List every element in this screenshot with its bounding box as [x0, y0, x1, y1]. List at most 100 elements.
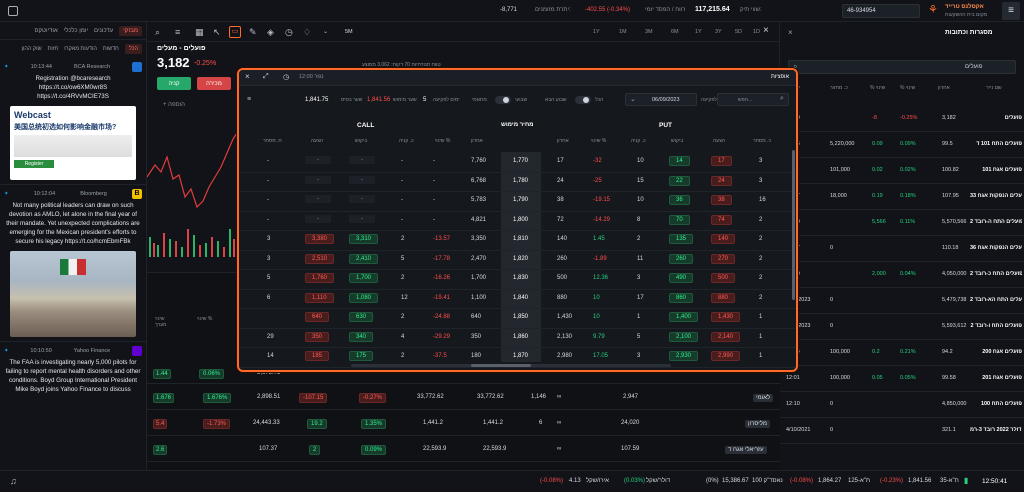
alert-icon[interactable]: ♢	[303, 27, 312, 37]
webcast-banner[interactable]: Webcast 美国总统初选如何影响金融市场? Register	[10, 105, 136, 180]
news-subtab-vision[interactable]: חזות	[47, 46, 59, 52]
toggle-switch[interactable]	[495, 96, 511, 104]
history-icon[interactable]: ◷	[285, 27, 293, 37]
ask-cell[interactable]: -	[305, 195, 331, 203]
bid-cell[interactable]: 3,310	[349, 234, 379, 244]
watchlist-row[interactable]: 3/16/2023 0 5,593,612 פועלים התח ו-רובד 2	[780, 314, 1024, 340]
layers-icon[interactable]: ◈	[267, 27, 274, 37]
ask-cell[interactable]: -	[305, 214, 331, 223]
ask-cell[interactable]: 500	[711, 273, 736, 283]
close-icon[interactable]: ×	[245, 72, 250, 81]
bid-cell[interactable]: -	[349, 156, 375, 164]
bid-cell[interactable]: 14	[669, 156, 690, 166]
bid-cell[interactable]: 70	[669, 214, 690, 225]
news-subtab-news[interactable]: חדשות	[102, 46, 119, 52]
ask-cell[interactable]: 270	[711, 253, 736, 264]
ask-cell[interactable]: -	[305, 175, 331, 184]
news-subtab-all[interactable]: הכל	[124, 44, 142, 54]
watchlist-search[interactable]: ⌕ פועלים	[788, 60, 1016, 74]
news-tab-updates[interactable]: עדכונים	[94, 27, 114, 34]
symbol-badge[interactable]: מליסרון	[745, 420, 770, 428]
period-1m[interactable]: 1M	[619, 29, 627, 35]
horizontal-scrollbar[interactable]	[351, 364, 671, 367]
cursor-icon[interactable]: ↖	[213, 27, 221, 37]
news-tab-calendar[interactable]: יומן כלכלי	[63, 27, 89, 34]
ask-cell[interactable]: 1,430	[711, 312, 741, 322]
bid-cell[interactable]: 1,080	[349, 292, 379, 303]
news-tab-flash[interactable]: מבזקי	[119, 25, 142, 36]
news-item[interactable]: ✦ 10:13:44 BCA Research Registration @bc…	[0, 58, 146, 185]
watchlist-row[interactable]: 12:070110.18פועלים הנפקות אגח 36	[780, 236, 1024, 262]
ask-cell[interactable]: 1,110	[305, 292, 334, 303]
watchlist-row[interactable]: 3/16/2023 0 5,479,738 פועלים התח הא-רובד 2	[780, 288, 1024, 314]
bid-cell[interactable]: 36	[669, 195, 690, 205]
ask-cell[interactable]: -	[305, 156, 331, 164]
bid-cell[interactable]: 135	[669, 234, 694, 244]
watchlist-row[interactable]: 12:01 100,000 0.05 0.05% 99.58 פועלים אגח 201	[780, 366, 1024, 392]
period-1y[interactable]: 1Y	[593, 29, 600, 35]
watchlist-row[interactable]: 12:10 0 4,850,000 פועלים התח 100	[780, 392, 1024, 418]
period-6m[interactable]: 6M	[671, 29, 679, 35]
ask-cell[interactable]: 24	[711, 175, 732, 186]
bid-cell[interactable]: 22	[669, 175, 690, 186]
grid-icon[interactable]: ▦	[195, 27, 204, 37]
bid-cell[interactable]: 340	[349, 331, 374, 342]
ask-cell[interactable]: 3,380	[305, 234, 335, 244]
expand-icon[interactable]: ⤢	[263, 73, 269, 80]
account-select[interactable]: 46-934954	[842, 4, 920, 18]
bid-cell[interactable]: 1,400	[669, 312, 699, 322]
close-chart-icon[interactable]: ×	[763, 25, 769, 36]
bid-cell[interactable]: 860	[669, 292, 694, 303]
comment-icon[interactable]: ▭	[229, 26, 241, 38]
pencil-icon[interactable]: ✎	[249, 27, 257, 37]
more-icon[interactable]: ⌄	[323, 29, 329, 35]
news-tab-audiotex[interactable]: אודיוטקס	[34, 27, 58, 34]
bid-cell[interactable]: -	[349, 175, 375, 184]
clock-icon[interactable]: ◷	[283, 74, 290, 81]
bid-cell[interactable]: -	[349, 214, 375, 223]
option-search[interactable]: ⌕ חפש...	[717, 93, 789, 106]
period-5d[interactable]: 5D	[735, 29, 743, 35]
buy-button[interactable]: קניה	[157, 77, 191, 90]
symbol-badge[interactable]: לאומי	[753, 394, 774, 402]
news-item[interactable]: ✦ 10:10:50 Yahoo Finance The FAA is inve…	[0, 342, 146, 399]
period-3m[interactable]: 3M	[645, 29, 653, 35]
indicators-icon[interactable]: ≡	[175, 27, 181, 37]
ask-cell[interactable]: 1,760	[305, 273, 335, 283]
period-1d[interactable]: 1D	[753, 29, 761, 35]
close-panel-icon[interactable]: ×	[788, 28, 793, 37]
logout-icon[interactable]	[8, 6, 18, 16]
vertical-scrollbar[interactable]	[792, 150, 795, 300]
news-subtab-market[interactable]: שוק ההון	[21, 46, 42, 52]
sell-button[interactable]: מכירה	[197, 77, 231, 90]
bid-cell[interactable]: 1,700	[349, 273, 379, 283]
search-icon[interactable]: ⌕	[155, 27, 161, 37]
bid-cell[interactable]: 2,930	[669, 351, 699, 361]
ask-cell[interactable]: 74	[711, 214, 732, 225]
menu-icon[interactable]: ≡	[1002, 2, 1020, 20]
bid-cell[interactable]: 2,100	[669, 331, 699, 342]
price-chart[interactable]	[147, 117, 237, 267]
ask-cell[interactable]: 140	[711, 234, 736, 244]
add-indicator-button[interactable]: + הוספה	[163, 102, 185, 108]
period-1y-b[interactable]: 1Y	[695, 29, 702, 35]
period-3y[interactable]: 3Y	[715, 29, 722, 35]
ask-cell[interactable]: 2,990	[711, 351, 741, 361]
bid-cell[interactable]: 260	[669, 253, 694, 264]
bid-cell[interactable]: 630	[349, 312, 374, 322]
interval-select[interactable]: 5M	[345, 29, 353, 35]
menu-icon[interactable]: ≡	[247, 96, 252, 103]
news-item[interactable]: ✦ 10:12:04 Bloomberg B Not many politica…	[0, 185, 146, 342]
ask-cell[interactable]: 880	[711, 292, 736, 303]
bid-cell[interactable]: 2,410	[349, 253, 379, 264]
watchlist-row[interactable]: 4/10/2021 0 321.1 פועלים דולר 2022 רובד 3-ר…	[780, 418, 1024, 444]
ask-cell[interactable]: 185	[305, 351, 330, 361]
expiry-date-select[interactable]: ⌄ 06/09/2023	[625, 93, 697, 106]
